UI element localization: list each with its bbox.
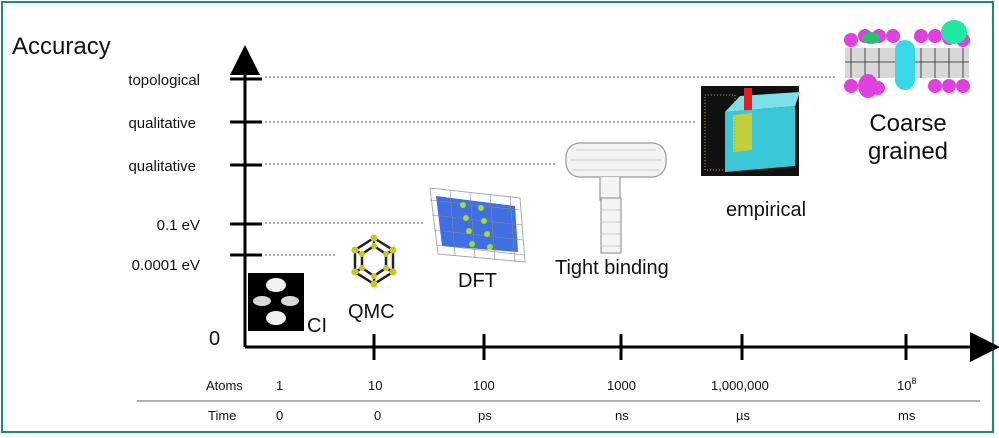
y-axis-title: Accuracy (12, 33, 111, 60)
y-tick-label: 0.1 eV (157, 217, 200, 234)
method-label-coarse-line2: grained (868, 138, 948, 165)
method-label-coarse-line1: Coarse (869, 110, 946, 137)
origin-label: 0 (209, 328, 220, 350)
table-cell-time: ps (478, 408, 492, 423)
y-tick-label: 0.0001 eV (132, 257, 200, 274)
x-ticks (372, 334, 908, 360)
table-cell-atoms: 1 (276, 378, 283, 393)
y-tick-label: qualitative (128, 115, 196, 132)
table-cell-atoms: 108 (897, 376, 916, 393)
table-cell-time: 0 (374, 408, 381, 423)
method-label-tight-binding: Tight binding (555, 257, 669, 279)
y-ticks: topological qualitative qualitative 0.1 … (128, 72, 262, 274)
method-label-empirical: empirical (726, 199, 806, 221)
table-cell-time: µs (736, 408, 750, 423)
table-cell-atoms: 1,000,000 (711, 378, 769, 393)
dft-slab-icon (429, 187, 526, 263)
method-label-ci: CI (307, 315, 327, 337)
method-label-qmc: QMC (348, 301, 395, 323)
lipid-membrane-icon (844, 20, 970, 98)
fullerene-cage-icon (351, 234, 397, 288)
table-row-label-time: Time (208, 408, 236, 423)
simulation-box-icon (701, 86, 800, 176)
scale-table: Atoms 1 10 100 1000 1,000,000 108 Time 0… (137, 376, 980, 423)
method-label-dft: DFT (458, 270, 497, 292)
y-tick-label: topological (128, 72, 200, 89)
table-cell-atoms: 100 (473, 378, 495, 393)
table-cell-time: 0 (276, 408, 283, 423)
table-cell-atoms: 10 (368, 378, 382, 393)
y-tick-label: qualitative (128, 158, 196, 175)
table-cell-time: ms (898, 408, 916, 423)
table-cell-time: ns (615, 408, 629, 423)
nanotube-junction-icon (565, 142, 667, 254)
table-row-label-atoms: Atoms (206, 378, 243, 393)
accuracy-guide-lines (265, 76, 835, 256)
ci-orbital-icon (248, 273, 304, 331)
table-cell-atoms: 1000 (607, 378, 636, 393)
